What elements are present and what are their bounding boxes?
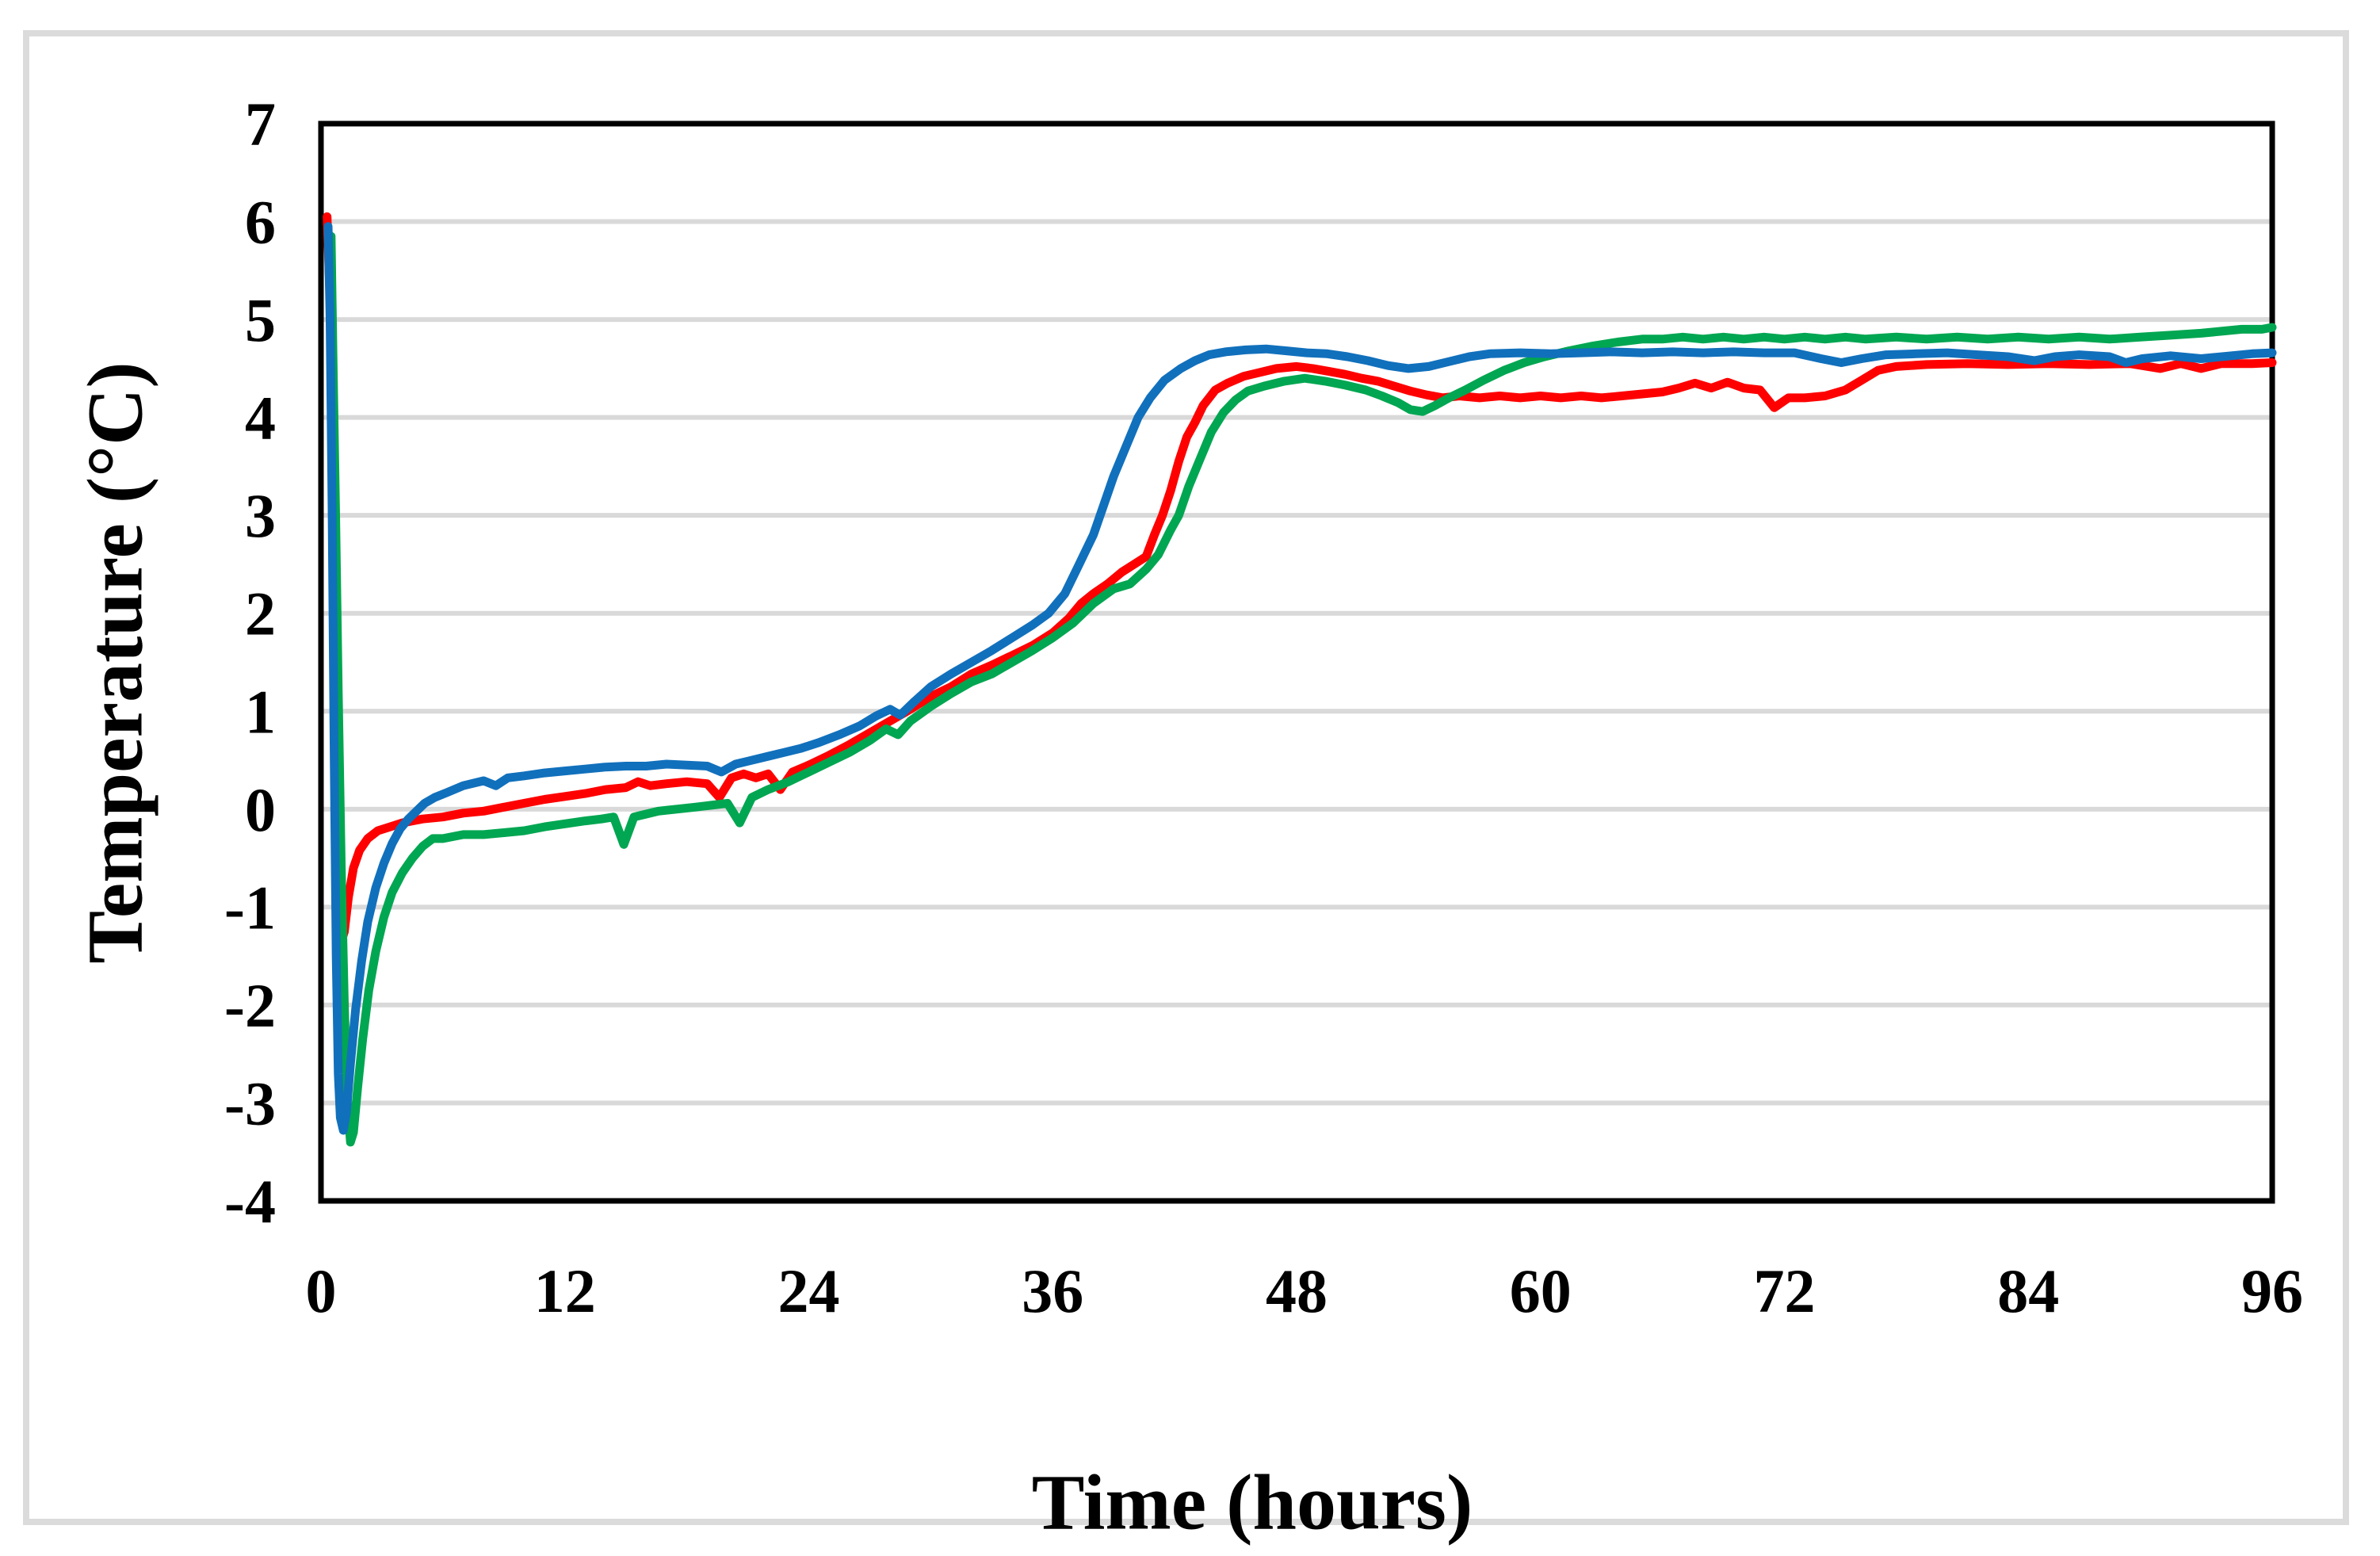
y-tick-label-6: 6 [245, 188, 276, 257]
y-tick-label--4: -4 [224, 1167, 276, 1236]
x-tick-label-24: 24 [778, 1256, 840, 1325]
series-line-green [327, 231, 2277, 1147]
x-tick-label-0: 0 [306, 1256, 337, 1325]
y-tick-label-5: 5 [245, 285, 276, 354]
y-tick-label-2: 2 [245, 579, 276, 648]
x-tick-label-72: 72 [1754, 1256, 1816, 1325]
y-tick-label-7: 7 [245, 90, 276, 159]
series-line-red [323, 212, 2277, 946]
plot-area-border [318, 120, 2275, 1204]
series-line-blue [323, 222, 2277, 1135]
x-tick-label-12: 12 [534, 1256, 596, 1325]
x-axis-title: Time (hours) [1031, 1458, 1473, 1546]
y-tick-label--1: -1 [224, 873, 276, 942]
y-tick-label-3: 3 [245, 481, 276, 550]
figure-border [23, 30, 2349, 1525]
y-tick-label--3: -3 [224, 1069, 276, 1137]
y-axis-title: Temperature (°C) [71, 361, 159, 964]
y-tick-label-1: 1 [245, 677, 276, 746]
x-tick-label-60: 60 [1510, 1256, 1572, 1325]
x-tick-label-84: 84 [1997, 1256, 2059, 1325]
x-tick-label-48: 48 [1266, 1256, 1328, 1325]
y-tick-label--2: -2 [224, 971, 276, 1040]
y-tick-label-4: 4 [245, 384, 276, 453]
x-tick-label-96: 96 [2241, 1256, 2303, 1325]
y-tick-label-0: 0 [245, 775, 276, 844]
x-tick-label-36: 36 [1022, 1256, 1083, 1325]
